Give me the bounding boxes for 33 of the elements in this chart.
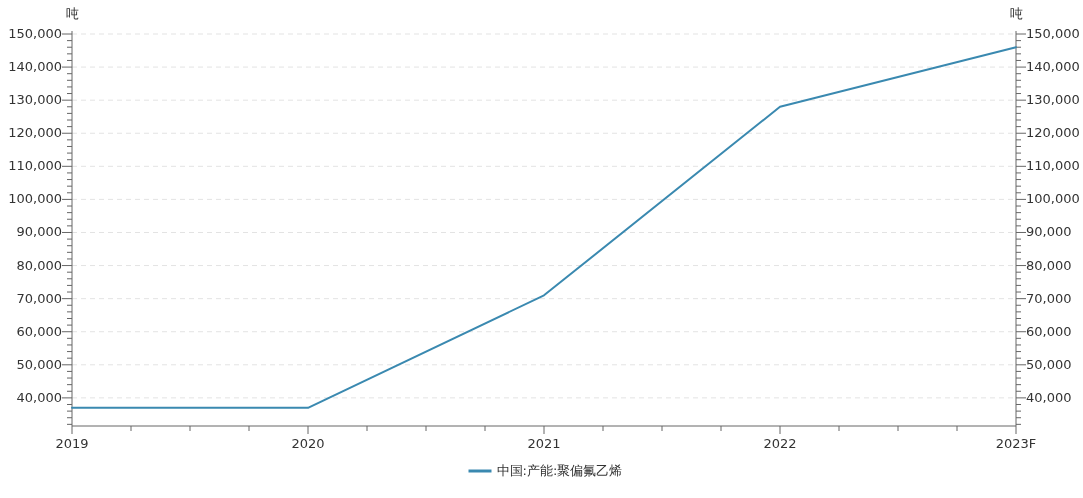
x-tick-label: 2023F [995,436,1037,451]
y2-tick-label: 140,000 [1026,59,1080,75]
y2-tick-label: 40,000 [1026,389,1072,405]
legend-label: 中国:产能:聚偏氟乙烯 [496,463,623,478]
y-tick-label: 140,000 [8,59,62,75]
y-tick-label: 90,000 [16,224,62,240]
y2-tick-label: 110,000 [1026,158,1080,174]
y-tick-label: 130,000 [8,92,62,108]
y2-tick-label: 150,000 [1026,26,1080,41]
y-tick-label: 70,000 [16,290,62,306]
y-tick-label: 40,000 [16,389,62,405]
y2-tick-label: 100,000 [1026,191,1080,207]
y2-tick-label: 120,000 [1026,125,1080,141]
y-tick-label: 120,000 [8,125,62,141]
y2-tick-label: 60,000 [1026,323,1072,339]
y2-axis-title: 吨 [1009,6,1023,21]
line-series [71,46,1017,409]
y-tick-label: 150,000 [8,26,62,41]
y-tick-label: 80,000 [16,257,62,273]
y-tick-label: 60,000 [16,323,62,339]
x-tick-label: 2021 [527,436,561,451]
y-tick-label: 100,000 [8,191,62,207]
y2-tick-label: 90,000 [1026,224,1072,240]
y-tick-label: 110,000 [8,158,62,174]
y2-tick-label: 50,000 [1026,356,1072,372]
y2-tick-label: 80,000 [1026,257,1072,273]
y-axis-title: 吨 [65,6,79,21]
y2-tick-label: 70,000 [1026,290,1072,306]
y2-tick-label: 130,000 [1026,92,1080,108]
x-tick-label: 2022 [763,436,797,451]
y-tick-label: 50,000 [16,356,62,372]
x-tick-label: 2020 [291,436,325,451]
x-tick-label: 2019 [55,436,89,451]
